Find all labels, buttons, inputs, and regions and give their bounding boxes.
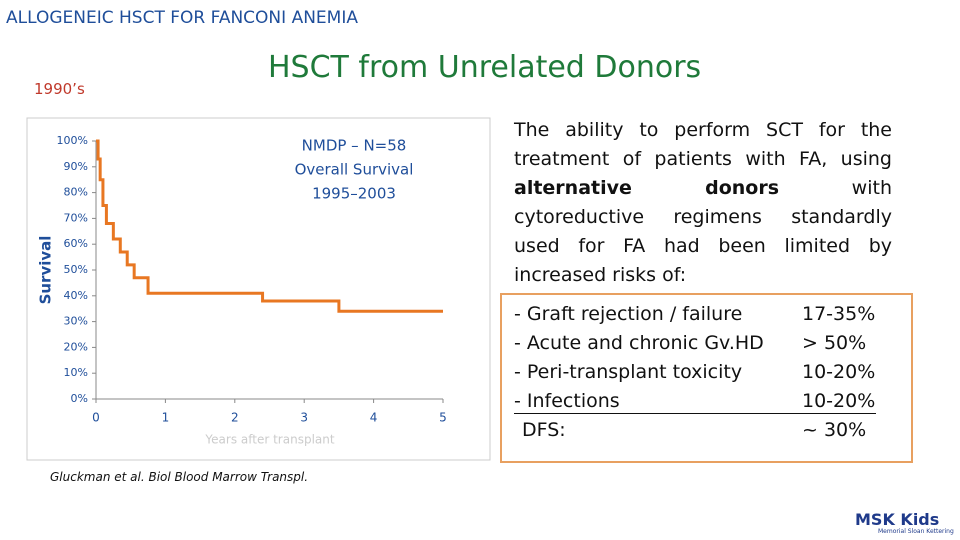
y-tick-label: 40%	[64, 289, 88, 302]
risk-value: 10-20%	[802, 390, 876, 412]
logo-sub: Memorial Sloan Kettering	[878, 528, 954, 535]
risk-value: 17-35%	[802, 303, 876, 325]
y-axis-label: Survival	[37, 236, 55, 305]
annotation: Overall Survival	[295, 161, 414, 179]
y-tick-label: 80%	[64, 186, 88, 199]
logo: MSK Kids	[855, 510, 940, 529]
x-tick-label: 5	[439, 411, 447, 425]
text: with cytoreductive regimens standardly u…	[514, 177, 892, 286]
y-tick-label: 100%	[57, 134, 88, 147]
bold-text: alternative donors	[514, 177, 780, 199]
annotation: NMDP – N=58	[302, 137, 407, 155]
x-tick-label: 4	[370, 411, 378, 425]
citation: Gluckman et al. Biol Blood Marrow Transp…	[50, 470, 309, 484]
y-tick-label: 70%	[64, 211, 88, 224]
risk-value: ~ 30%	[802, 419, 867, 441]
risk-label: - Peri-transplant toxicity	[514, 361, 743, 383]
risk-value: > 50%	[802, 332, 867, 354]
y-tick-label: 50%	[64, 263, 88, 276]
y-tick-label: 0%	[71, 392, 88, 405]
underline	[514, 413, 876, 414]
risk-label: DFS:	[522, 419, 566, 441]
x-axis-label: Years after transplant	[204, 433, 334, 447]
risk-label: - Graft rejection / failure	[514, 303, 743, 325]
x-tick-label: 0	[92, 411, 100, 425]
risk-value: 10-20%	[802, 361, 876, 383]
x-tick-label: 3	[300, 411, 308, 425]
paragraph: The ability to perform SCT for the treat…	[514, 116, 892, 290]
y-tick-label: 30%	[64, 315, 88, 328]
text: The ability to perform SCT for the treat…	[514, 119, 892, 170]
y-tick-label: 10%	[64, 366, 88, 379]
x-tick-label: 1	[162, 411, 170, 425]
heading: HSCT from Unrelated Donors	[268, 50, 702, 85]
risk-label: - Acute and chronic Gv.HD	[514, 332, 764, 354]
y-tick-label: 20%	[64, 340, 88, 353]
chart-frame	[26, 117, 491, 461]
y-tick-label: 60%	[64, 237, 88, 250]
y-tick-label: 90%	[64, 160, 88, 173]
risk-box: - Graft rejection / failure 17-35% - Acute…	[500, 293, 913, 463]
x-tick-label: 2	[231, 411, 239, 425]
risk-label: - Infections	[514, 390, 620, 412]
era: 1990’s	[34, 80, 85, 98]
slide-title: ALLOGENEIC HSCT FOR FANCONI ANEMIA	[6, 8, 358, 28]
annotation: 1995–2003	[312, 185, 396, 203]
survival-curve	[96, 139, 443, 313]
